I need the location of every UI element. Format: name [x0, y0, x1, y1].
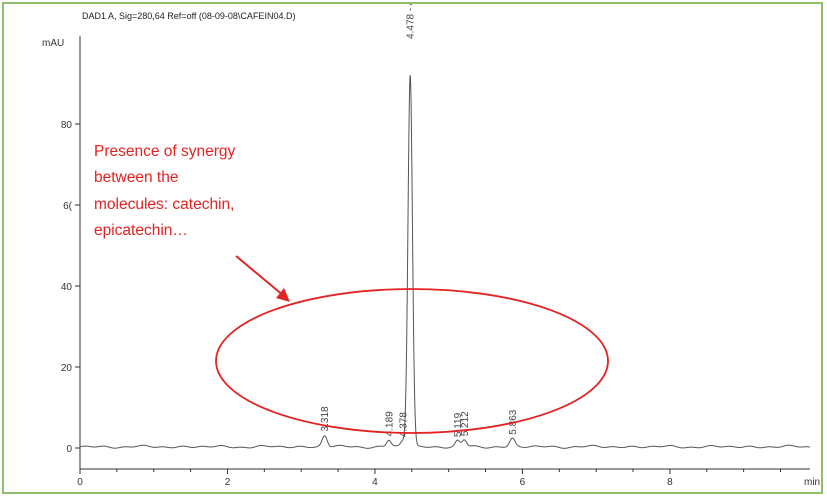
- annotation-arrow-head: [276, 288, 290, 302]
- axes: [79, 36, 810, 470]
- annotation-line-2: between the: [94, 169, 178, 186]
- annotation-background: [88, 134, 298, 256]
- chromatogram-chart: DAD1 A, Sig=280,64 Ref=off (08-09-08\CAF…: [42, 4, 820, 488]
- y-axis-label: mAU: [42, 38, 64, 49]
- peak-label: 4.189: [384, 411, 395, 436]
- y-tick-label: 6(: [63, 201, 73, 212]
- annotation: Presence of synergy between the molecule…: [88, 134, 609, 434]
- highlight-ellipse: [215, 288, 609, 434]
- annotation-line-1: Presence of synergy: [94, 143, 236, 160]
- peak-label: 5.212: [460, 411, 471, 436]
- x-tick-label: 8: [667, 477, 673, 488]
- x-ticks: 0 2 4 6 8: [77, 469, 782, 488]
- y-tick-label: 40: [61, 282, 73, 293]
- y-tick-label: 80: [61, 120, 73, 131]
- y-tick-label: 20: [61, 363, 73, 374]
- x-tick-label: 2: [225, 477, 231, 488]
- peak-label: 4.478 - cafein: [406, 4, 417, 39]
- peak-label: 5.119: [453, 412, 464, 437]
- annotation-arrow-shaft: [235, 255, 285, 297]
- x-tick-label: 6: [520, 477, 526, 488]
- chart-title: DAD1 A, Sig=280,64 Ref=off (08-09-08\CAF…: [82, 11, 295, 21]
- peak-label: 3.318: [320, 406, 331, 431]
- x-axis-label: min: [804, 477, 820, 488]
- x-tick-label: 4: [372, 477, 378, 488]
- annotation-line-3: molecules: catechin,: [94, 196, 234, 213]
- y-ticks: 0 20 40 6( 80: [61, 120, 80, 455]
- y-tick-label: 0: [66, 444, 72, 455]
- chromatogram-trace: [79, 75, 811, 449]
- peak-label: 4.378: [398, 412, 409, 437]
- annotation-line-4: epicatechin…: [94, 222, 188, 239]
- x-tick-label: 0: [77, 477, 83, 488]
